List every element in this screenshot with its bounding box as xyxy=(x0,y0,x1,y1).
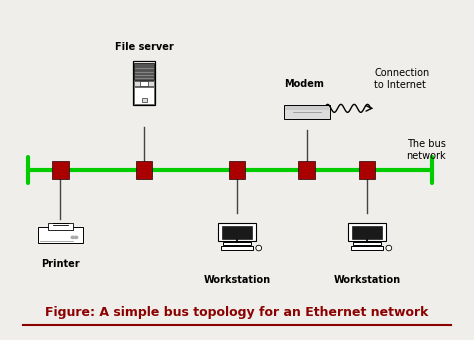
Bar xyxy=(223,242,251,245)
Bar xyxy=(284,106,329,110)
Bar xyxy=(359,161,375,179)
Text: Workstation: Workstation xyxy=(334,275,401,285)
Bar xyxy=(48,223,73,230)
Bar xyxy=(133,62,155,105)
Bar xyxy=(136,161,153,179)
Bar xyxy=(218,223,256,241)
Bar xyxy=(353,242,381,245)
Text: Modem: Modem xyxy=(284,79,324,89)
Ellipse shape xyxy=(256,245,262,251)
Text: The bus
network: The bus network xyxy=(407,139,446,161)
Circle shape xyxy=(71,236,74,238)
Text: Connection
to Internet: Connection to Internet xyxy=(374,68,429,90)
Bar xyxy=(135,63,154,80)
Bar xyxy=(140,81,148,86)
Text: Printer: Printer xyxy=(41,259,80,269)
Bar xyxy=(52,161,69,179)
Bar xyxy=(298,161,315,179)
Text: Figure: A simple bus topology for an Ethernet network: Figure: A simple bus topology for an Eth… xyxy=(46,306,428,319)
Bar xyxy=(135,87,154,104)
Bar xyxy=(221,246,253,250)
Bar xyxy=(222,225,252,239)
Bar xyxy=(351,246,383,250)
Ellipse shape xyxy=(386,245,392,251)
Text: Workstation: Workstation xyxy=(203,275,271,285)
Bar xyxy=(142,98,146,102)
Bar xyxy=(38,227,83,243)
Bar xyxy=(352,225,382,239)
Bar xyxy=(284,105,329,119)
Circle shape xyxy=(74,236,78,238)
Text: File server: File server xyxy=(115,42,173,52)
Bar xyxy=(348,223,386,241)
Bar xyxy=(135,81,154,86)
Bar xyxy=(228,161,246,179)
